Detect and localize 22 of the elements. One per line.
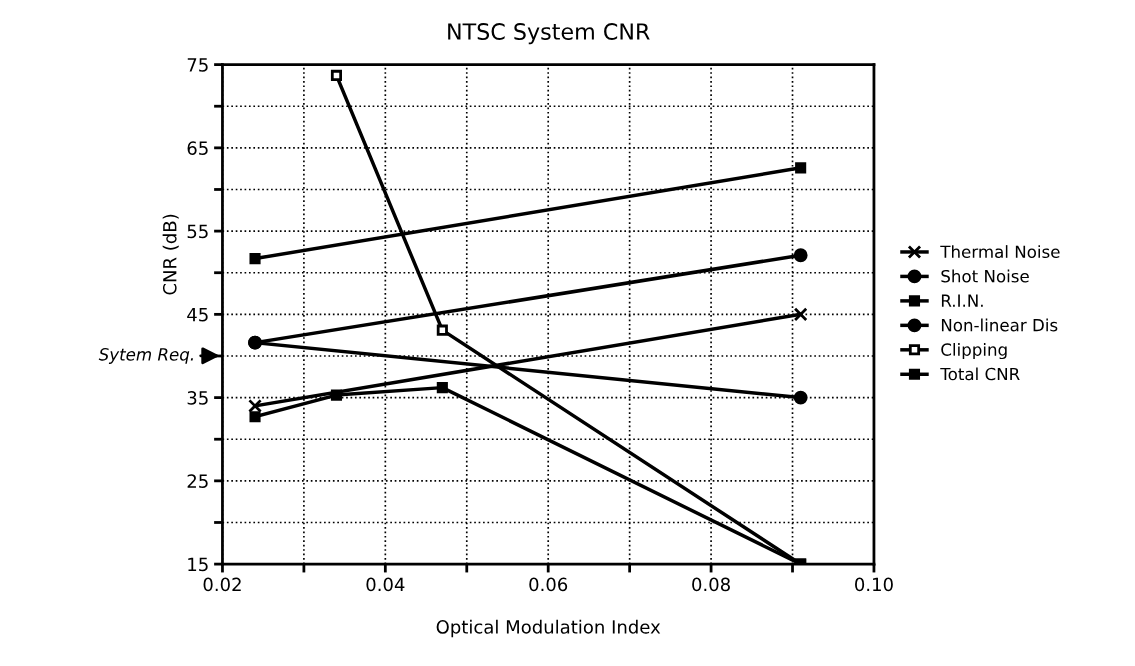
legend-label: R.I.N.	[941, 294, 983, 307]
y-axis-title: CNR (dB)	[162, 214, 179, 295]
chart-title: NTSC System CNR	[448, 23, 650, 45]
y-tick-label: 25	[187, 474, 208, 488]
y-tick-label: 65	[187, 141, 208, 155]
y-tick-label: 55	[187, 224, 208, 239]
legend-label: Total CNR	[940, 367, 1020, 381]
legend-label: Clipping	[941, 342, 1007, 360]
x-tick-label: 0.10	[855, 577, 893, 592]
x-tick-label: 0.02	[203, 577, 241, 592]
x-tick-label: 0.08	[692, 577, 730, 592]
legend-label: Thermal Noise	[940, 245, 1060, 259]
text: Sytem Req.	[98, 348, 193, 364]
y-tick-label: 45	[187, 308, 208, 322]
x-tick-label: 0.06	[529, 577, 568, 592]
y-tick-label: 15	[188, 557, 208, 572]
legend-label: Non-linear Dis	[941, 318, 1058, 332]
legend-label: Shot Noise	[941, 269, 1029, 283]
x-tick-label: 0.04	[366, 577, 405, 592]
y-tick-label: 35	[187, 391, 208, 405]
x-axis-title: Optical Modulation Index	[436, 619, 661, 638]
y-tick-label: 75	[187, 58, 208, 72]
